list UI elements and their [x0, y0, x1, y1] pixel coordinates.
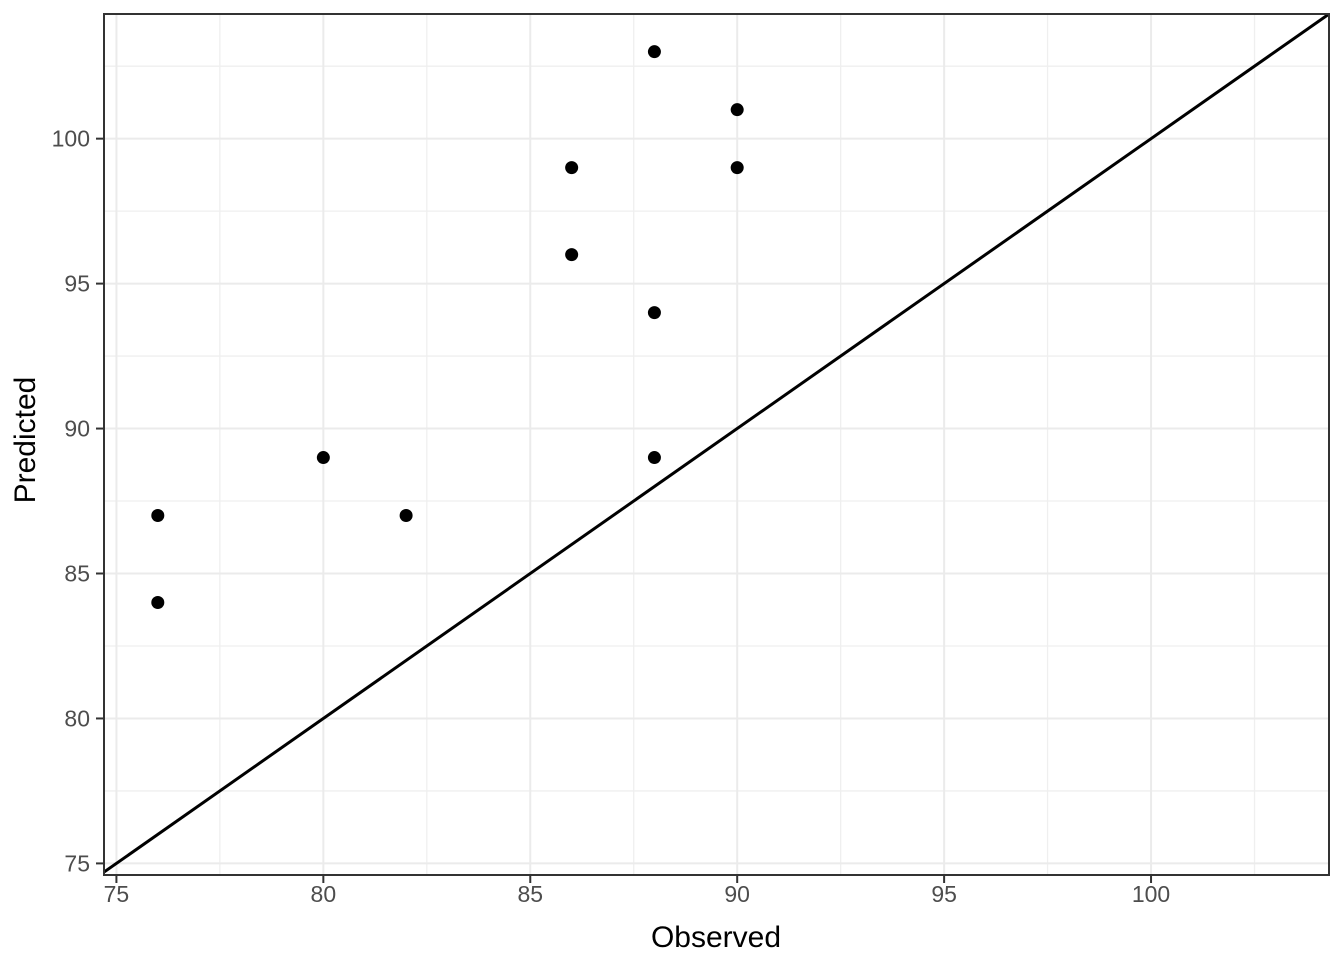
data-point [151, 595, 165, 609]
data-point [730, 103, 744, 117]
x-tick-label: 95 [931, 881, 957, 907]
x-tick-label: 75 [104, 881, 130, 907]
data-point [647, 306, 661, 320]
y-tick-label: 80 [64, 705, 90, 731]
data-point [565, 248, 579, 262]
data-point [316, 451, 330, 465]
x-axis-title: Observed [651, 921, 781, 954]
x-tick-label: 80 [311, 881, 337, 907]
data-point [399, 509, 413, 523]
y-tick-label: 85 [64, 561, 90, 587]
y-axis-title: Predicted [9, 377, 42, 504]
y-tick-label: 90 [64, 416, 90, 442]
data-point [730, 161, 744, 175]
data-point [565, 161, 579, 175]
data-point [647, 45, 661, 59]
panel-border [103, 13, 1330, 876]
x-tick-label: 85 [517, 881, 543, 907]
y-tick-label: 75 [64, 850, 90, 876]
identity-line [104, 14, 1329, 874]
plot-generated-layers: 75 80 85 90 95 100 75 80 85 90 95 100 [52, 13, 1330, 907]
x-tick-label: 90 [724, 881, 750, 907]
y-tick-label: 100 [52, 126, 90, 152]
x-tick-label: 100 [1132, 881, 1170, 907]
data-point [647, 451, 661, 465]
y-tick-label: 95 [64, 271, 90, 297]
data-point [151, 509, 165, 523]
